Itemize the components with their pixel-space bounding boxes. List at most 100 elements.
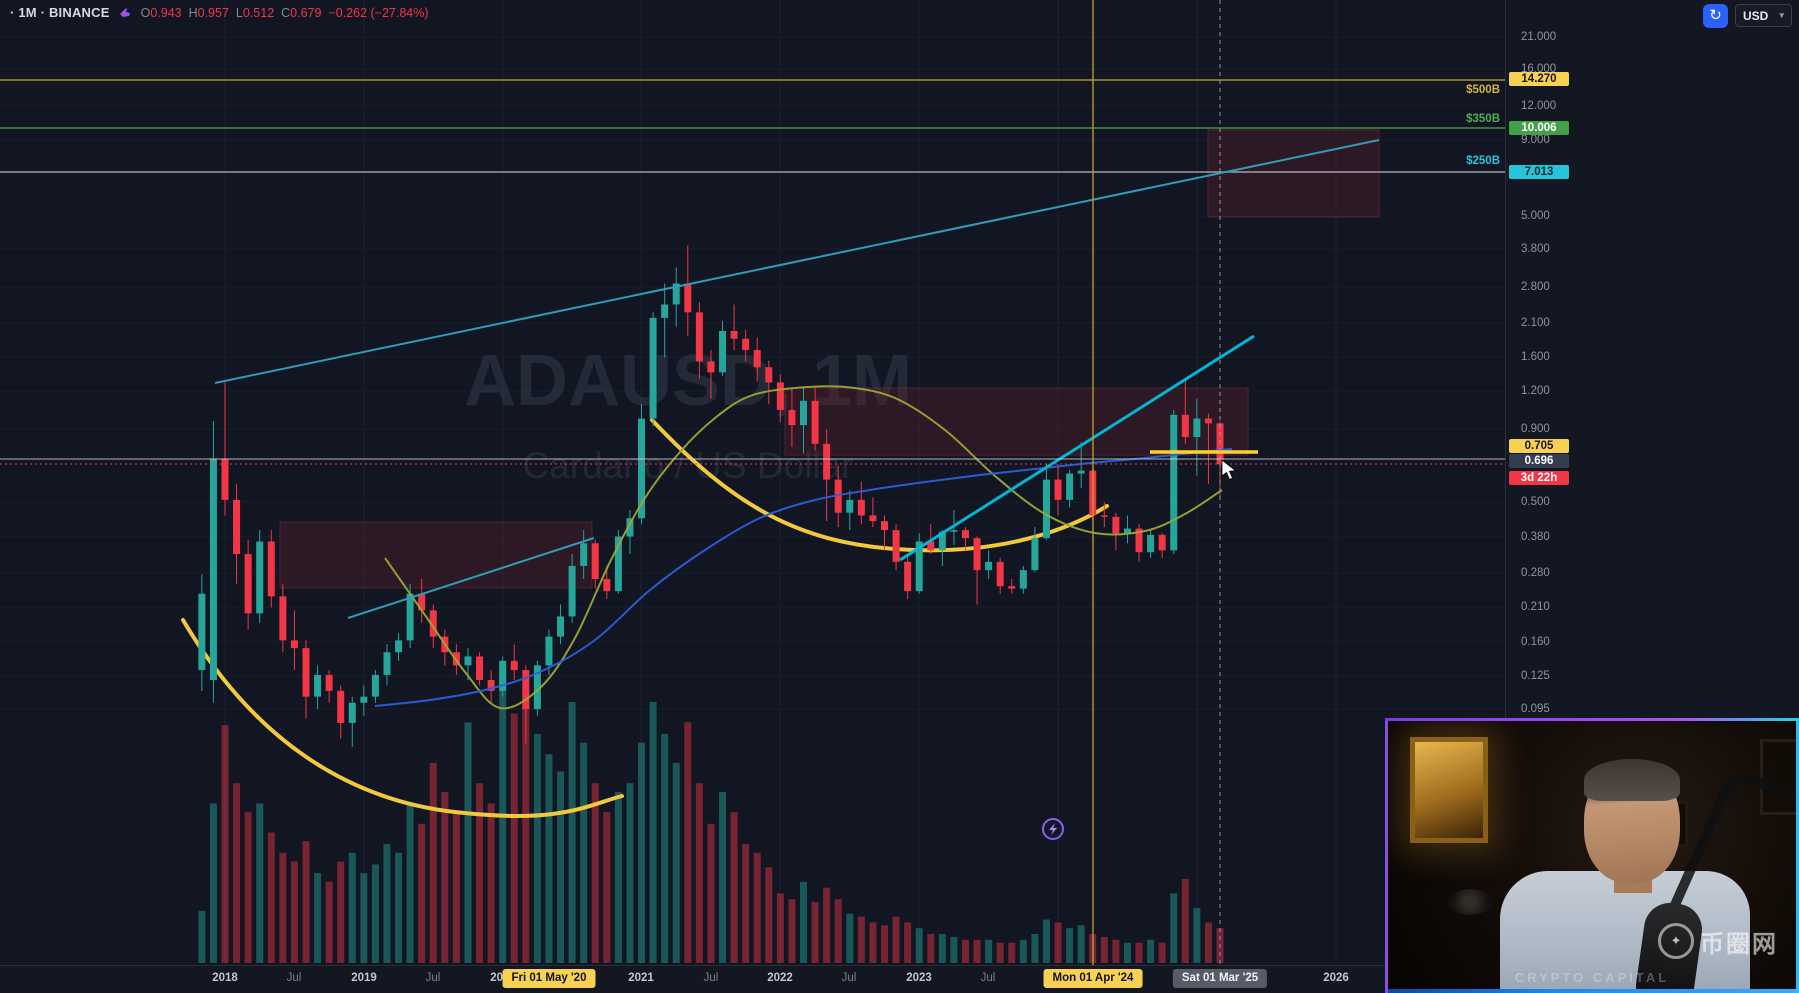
price-badge: 10.006	[1509, 121, 1569, 135]
price-badge: 0.696	[1509, 454, 1569, 468]
candle-body	[406, 593, 414, 641]
volume-bar	[1054, 922, 1062, 963]
volume-bar	[256, 803, 264, 963]
candle-body	[429, 610, 437, 637]
candle-body	[950, 530, 958, 532]
candle-body	[221, 458, 229, 500]
price-badge: 0.705	[1509, 439, 1569, 453]
price-badge: 7.013	[1509, 165, 1569, 179]
candle-body	[1054, 479, 1062, 500]
candle-body	[464, 656, 472, 666]
volume-bar	[233, 783, 241, 963]
candle-body	[290, 640, 298, 649]
candle-body	[614, 536, 622, 592]
volume-bar	[406, 803, 414, 963]
volume-bar	[580, 742, 588, 963]
candle-body	[487, 680, 495, 691]
time-tick: 2023	[906, 972, 932, 984]
candle-body	[568, 565, 576, 617]
volume-bar	[961, 939, 969, 963]
candle-body	[892, 530, 900, 562]
candle-body	[649, 317, 657, 419]
volume-bar	[1170, 893, 1178, 963]
volume-bar	[742, 844, 750, 963]
candle-body	[1135, 528, 1143, 553]
chart-canvas[interactable]: ADAUSD, 1M Cardano / US Dollar	[0, 0, 1505, 965]
volume-bar	[487, 803, 495, 963]
sync-button[interactable]: ↻	[1703, 4, 1728, 28]
price-tick: 0.280	[1521, 567, 1550, 579]
candlestick-chart[interactable]: ADAUSD, 1M Cardano / US Dollar	[0, 0, 1505, 965]
volume-bar	[429, 762, 437, 963]
price-tick: 0.900	[1521, 423, 1550, 435]
price-tick: 0.380	[1521, 531, 1550, 543]
volume-bar	[395, 852, 403, 963]
price-tick: 5.000	[1521, 210, 1550, 222]
volume-bar	[568, 702, 576, 963]
marketcap-label: $500B	[1466, 84, 1500, 96]
candle-body	[776, 382, 784, 410]
volume-bar	[672, 762, 680, 963]
volume-bar	[360, 873, 368, 963]
candle-body	[672, 283, 680, 305]
symbol-title[interactable]: · 1M · BINANCE	[10, 5, 110, 20]
time-tick: 2026	[1323, 972, 1349, 984]
candle-body	[476, 656, 484, 681]
candle-body	[904, 561, 912, 592]
candle-body	[707, 361, 715, 373]
candle-body	[279, 596, 287, 641]
volume-bar	[811, 902, 819, 963]
price-tick: 1.200	[1521, 385, 1550, 397]
volume-bar	[892, 916, 900, 963]
yellow-arc-right	[650, 418, 1109, 553]
candle-body	[198, 593, 206, 671]
candle-body	[256, 541, 264, 614]
volume-bar	[591, 783, 599, 963]
volume-bar	[1135, 942, 1143, 963]
candle-body	[371, 674, 379, 697]
volume-bar	[753, 852, 761, 963]
volume-bar	[244, 812, 252, 963]
candle-body	[591, 543, 599, 580]
volume-bar	[279, 852, 287, 963]
symbol-legend[interactable]: · 1M · BINANCE O0.943 H0.957 L0.512 C0.6…	[10, 5, 429, 20]
zone-box	[279, 521, 593, 589]
volume-bar	[695, 783, 703, 963]
time-tick: 2019	[351, 972, 377, 984]
watermark-symbol: ADAUSD, 1M	[464, 341, 912, 421]
candle-body	[418, 593, 426, 611]
volume-bar	[464, 722, 472, 963]
volume-bar	[880, 925, 888, 963]
volume-bar	[302, 841, 310, 963]
time-anchor-label: Sat 01 Mar '25	[1172, 969, 1268, 988]
price-badge: 14.270	[1509, 72, 1569, 86]
volume-bar	[325, 881, 333, 963]
webcam-border	[1385, 718, 1799, 721]
candle-body	[1193, 418, 1201, 438]
volume-bar	[1112, 939, 1120, 963]
candle-body	[1077, 470, 1085, 474]
candle-body	[510, 660, 518, 671]
candle-body	[800, 400, 807, 426]
watermark-text: 币圈网	[1700, 930, 1778, 958]
candle-body	[927, 541, 935, 551]
candle-body	[1204, 418, 1212, 424]
time-anchor-label: Fri 01 May '20	[502, 969, 596, 988]
time-tick: Jul	[286, 972, 302, 984]
candle-body	[753, 349, 761, 368]
candle-body	[452, 652, 460, 666]
volume-bar	[1147, 939, 1155, 963]
candle-body	[961, 530, 969, 539]
time-tick: 2021	[628, 972, 654, 984]
volume-bar	[869, 922, 877, 963]
volume-bar	[788, 899, 796, 963]
candle-body	[499, 660, 507, 691]
volume-bar	[800, 881, 807, 963]
price-tick: 0.210	[1521, 601, 1550, 613]
price-tick: 0.160	[1521, 636, 1550, 648]
lightning-icon	[1049, 823, 1057, 835]
ma-line-blue	[374, 448, 1233, 707]
currency-dropdown[interactable]: USD ▾	[1735, 4, 1792, 27]
candle-body	[244, 554, 252, 614]
webcam-caption: CRYPTO CAPITAL	[1514, 970, 1670, 985]
